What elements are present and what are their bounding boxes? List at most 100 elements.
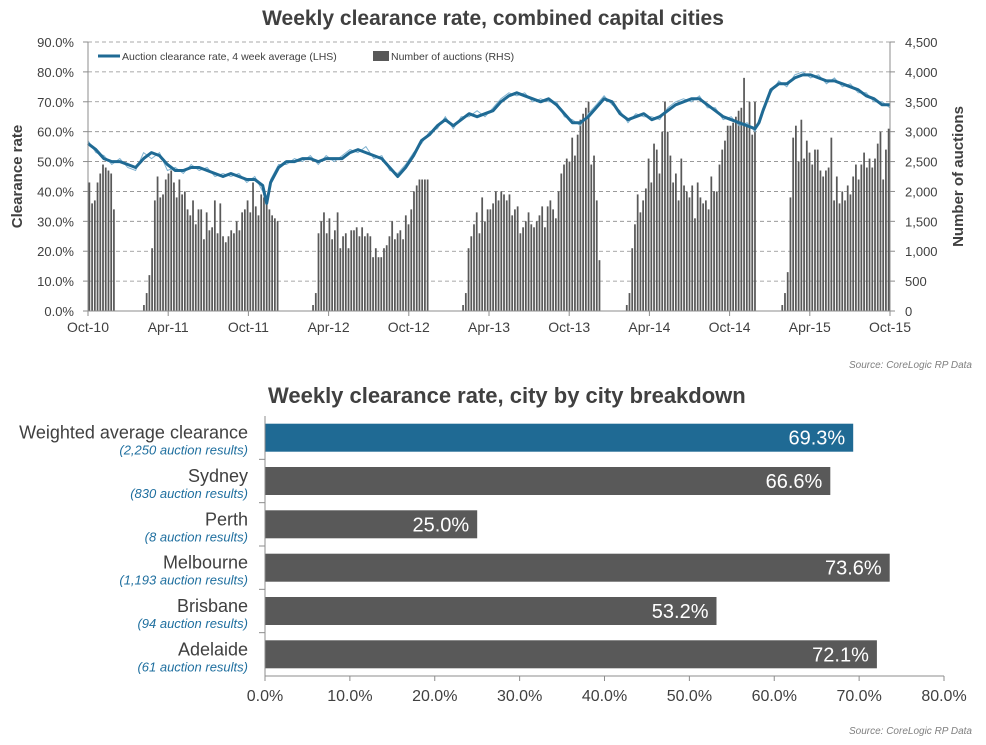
chart1-auction-bar	[699, 197, 702, 311]
chart1-auction-bar	[560, 173, 563, 311]
chart1-auction-bar	[508, 194, 511, 311]
chart1-auction-bar	[503, 194, 505, 311]
chart1-auction-bar	[464, 293, 467, 311]
chart1-auction-bar	[533, 227, 535, 311]
chart1-auction-bar	[724, 140, 726, 311]
chart1-bars	[88, 77, 890, 312]
chart1-auction-bar	[653, 143, 655, 311]
chart2-x-tick-label: 80.0%	[921, 688, 966, 705]
chart1-auction-bar	[661, 131, 664, 311]
chart2-category-subtitle: (1,193 auction results)	[119, 573, 248, 588]
chart1-auction-bar	[598, 260, 601, 311]
chart1-auction-bar	[546, 206, 549, 311]
chart1-auction-bar	[167, 173, 170, 311]
chart1-auction-bar	[271, 215, 274, 311]
chart1-y2-tick-label: 4,500	[905, 35, 938, 50]
chart1-auction-bar	[426, 179, 429, 311]
chart1-auction-bar	[644, 188, 647, 311]
chart1-x-tick-label: Oct-10	[67, 319, 109, 335]
chart1-auction-bar	[192, 200, 194, 311]
chart1-auction-bar	[107, 170, 110, 311]
chart1-auction-bar	[263, 197, 265, 311]
chart1-auction-bar	[404, 215, 407, 311]
chart1-auction-bar	[565, 158, 568, 311]
chart1-auction-bar	[246, 200, 249, 311]
chart1-auction-bar	[355, 227, 358, 311]
chart1-auction-bar	[312, 305, 314, 311]
chart1-x-tick-label: Oct-12	[388, 319, 430, 335]
chart1-y2-tick-label: 2,500	[905, 155, 938, 170]
chart1-auction-bar	[522, 227, 524, 311]
chart1-auction-bar	[238, 230, 241, 311]
chart1-auction-bar	[358, 236, 361, 311]
chart1-auction-bar	[751, 134, 754, 311]
chart1-auction-bar	[786, 272, 789, 311]
chart1-auction-bar	[743, 77, 745, 312]
chart1-auction-bar	[814, 149, 816, 311]
chart1-auction-bar	[852, 176, 855, 311]
chart1-y2-tick-label: 2,000	[905, 184, 938, 199]
chart1-auction-bar	[868, 158, 871, 311]
chart1-auction-bar	[726, 125, 729, 311]
chart1-auction-bar	[805, 140, 808, 311]
chart1-auction-bar	[713, 191, 715, 311]
chart2-x-tick-label: 70.0%	[836, 688, 881, 705]
chart1-auction-bar	[216, 233, 219, 311]
chart1-auction-bar	[882, 179, 885, 311]
chart1-auction-bar	[407, 224, 410, 311]
chart1-y-tick-label: 70.0%	[37, 95, 74, 110]
chart2-category-subtitle: (61 auction results)	[137, 659, 248, 674]
chart1-auction-bar	[470, 236, 473, 311]
chart1-auction-bar	[385, 245, 388, 311]
chart1-auction-bar	[344, 233, 347, 311]
chart1-auction-bar	[331, 239, 334, 311]
chart1-auction-bar	[323, 212, 325, 311]
chart1-auction-bar	[342, 236, 344, 311]
chart1-y-tick-label: 40.0%	[37, 184, 74, 199]
chart1-auction-bar	[841, 191, 844, 311]
chart1-auction-bar	[792, 137, 795, 311]
chart1-auction-bar	[104, 167, 107, 311]
chart1-auction-bar	[784, 293, 786, 311]
chart1-auction-bar	[631, 248, 634, 311]
chart1-auction-bar	[481, 197, 484, 311]
chart1-legend: Auction clearance rate, 4 week average (…	[98, 51, 514, 63]
chart1-auction-bar	[391, 221, 394, 311]
chart1-x-tick-label: Apr-11	[148, 319, 189, 335]
chart1-auction-bar	[197, 209, 200, 311]
chart1-auction-bar	[655, 149, 658, 311]
chart1-auction-bar	[715, 191, 718, 311]
chart1-auction-bar	[151, 248, 153, 311]
chart1-auction-bar	[691, 185, 694, 311]
chart1-auction-bar	[484, 221, 486, 311]
chart1-auction-bar	[505, 200, 508, 311]
chart1-auction-bar	[833, 200, 835, 311]
chart1-auction-bar	[860, 164, 863, 311]
chart2-category-subtitle: (8 auction results)	[145, 529, 248, 544]
chart1-auction-bar	[364, 236, 366, 311]
chart1-auction-bar	[735, 116, 737, 311]
chart1-auction-bar	[314, 293, 317, 311]
chart1-lines	[87, 71, 891, 205]
chart2-bar	[265, 510, 478, 539]
chart1-auction-bar	[674, 173, 677, 311]
chart1-auction-bar	[634, 224, 636, 311]
chart1-auction-bar	[879, 131, 882, 311]
chart2-bar-value-label: 69.3%	[788, 428, 845, 450]
chart2-category-label: Adelaide	[178, 639, 248, 659]
chart1-auction-bar	[350, 230, 353, 311]
chart1-auction-bar	[424, 179, 426, 311]
chart1-auction-bar	[800, 119, 803, 312]
chart1-auction-bar	[535, 221, 538, 311]
chart1-auction-bar	[173, 182, 175, 311]
chart1-auction-bar	[500, 191, 503, 311]
chart1-y2-tick-label: 3,500	[905, 95, 938, 110]
chart1-x-tick-label: Oct-14	[709, 319, 751, 335]
chart1-auction-bar	[372, 257, 374, 311]
chart1-auction-bar	[181, 194, 183, 311]
chart1-x-tick-label: Apr-15	[789, 319, 831, 335]
chart1-auction-bar	[582, 113, 584, 311]
chart2-bar-value-label: 72.1%	[812, 644, 869, 666]
chart1-auction-bar	[486, 209, 489, 311]
